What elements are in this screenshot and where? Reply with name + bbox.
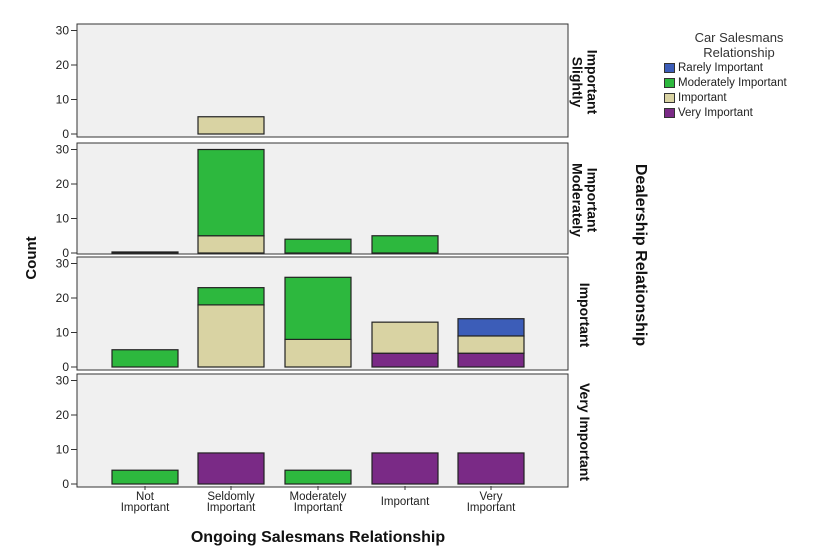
bar-panel-1-cat-2-moderately-important: [284, 238, 352, 254]
x-tick-label-3-line-0: Important: [381, 496, 430, 508]
x-tick-label-1-line-1: Important: [207, 502, 256, 514]
panel-0-label-line-0: Slightly: [570, 57, 586, 108]
x-tick-label-1-line-0: Seldomly: [207, 491, 255, 503]
bar-panel-2-cat-0-moderately-important: [111, 349, 179, 368]
legend-swatch-important: [664, 92, 675, 103]
bar-panel-2-cat-4-rarely-important: [457, 318, 525, 337]
x-tick-label-4-line-1: Important: [467, 502, 516, 514]
legend-swatch-very-important: [664, 107, 675, 118]
bar-panel-3-cat-3-very-important: [371, 452, 439, 485]
bar-panel-2-cat-1-important: [197, 304, 265, 368]
panel-0-ytick-label-10: 10: [56, 93, 70, 107]
bar-panel-3-cat-0-moderately-important: [111, 469, 179, 485]
bar-panel-2-cat-4-very-important: [457, 352, 525, 368]
x-tick-label-0-line-0: Not: [136, 491, 155, 503]
panel-2-ytick-label-0: 0: [62, 360, 69, 374]
bar-panel-1-cat-3-moderately-important: [371, 235, 439, 254]
legend-title-line-1: Car Salesmans: [694, 30, 784, 45]
bar-panel-2-cat-3-very-important: [371, 352, 439, 368]
panel-0-label-line-1: Important: [585, 50, 601, 115]
facet-axis-title: Dealership Relationship: [632, 164, 649, 346]
bar-panel-2-cat-1-moderately-important: [197, 287, 265, 306]
x-tick-label-2-line-0: Moderately: [290, 491, 347, 503]
panel-3-ytick-label-0: 0: [62, 477, 69, 491]
panel-2-label: Important: [577, 283, 593, 348]
bar-panel-2-cat-3-important: [371, 321, 439, 354]
legend-label-rarely-important: Rarely Important: [678, 61, 764, 74]
x-tick-label-4-line-0: Very: [479, 491, 502, 503]
panel-0-background: [76, 23, 569, 138]
panel-2-ytick-label-10: 10: [56, 326, 70, 340]
legend-title-line-2: Relationship: [703, 45, 775, 60]
panel-2-label-line-0: Important: [577, 283, 593, 348]
bar-panel-3-cat-1-very-important: [197, 452, 265, 485]
x-tick-label-2-line-1: Important: [294, 502, 343, 514]
panel-3-label-line-0: Very Important: [577, 383, 593, 481]
legend-items: Rarely Important Moderately Important Impo…: [664, 60, 824, 120]
panel-3-label: Very Important: [577, 383, 593, 481]
panel-2-ytick-label-20: 20: [56, 291, 70, 305]
legend-item-very-important: Very Important: [664, 105, 824, 120]
panel-2-ytick-label-30: 30: [56, 257, 70, 271]
legend-label-moderately-important: Moderately Important: [678, 76, 787, 89]
bar-panel-3-cat-2-moderately-important: [284, 469, 352, 485]
legend-item-rarely-important: Rarely Important: [664, 60, 824, 75]
legend-swatch-moderately-important: [664, 77, 675, 88]
panel-3-ytick-label-20: 20: [56, 408, 70, 422]
legend-swatch-rarely-important: [664, 62, 675, 73]
panel-1-ytick-label-20: 20: [56, 177, 70, 191]
bar-panel-3-cat-4-very-important: [457, 452, 525, 485]
panel-1-ytick-label-0: 0: [62, 246, 69, 260]
legend-label-important: Important: [678, 91, 727, 104]
bar-panel-1-cat-1-important: [197, 235, 265, 254]
panel-0-ytick-label-30: 30: [56, 24, 70, 38]
panel-0-ytick-label-0: 0: [62, 127, 69, 141]
bar-panel-1-cat-1-moderately-important: [197, 148, 265, 237]
legend-item-moderately-important: Moderately Important: [664, 75, 824, 90]
panel-3-ytick-label-10: 10: [56, 443, 70, 457]
panel-1-label-line-1: Important: [585, 168, 601, 233]
legend: Car Salesmans Relationship Rarely Import…: [664, 30, 824, 120]
bar-panel-1-cat-0-moderately-important: [111, 251, 179, 254]
bar-panel-2-cat-2-moderately-important: [284, 276, 352, 340]
panel-3-ytick-label-30: 30: [56, 374, 70, 388]
bar-panel-2-cat-2-important: [284, 338, 352, 368]
x-tick-label-0-line-1: Important: [121, 502, 170, 514]
y-axis-title: Count: [23, 236, 40, 279]
x-axis-title: Ongoing Salesmans Relationship: [191, 529, 445, 546]
legend-label-very-important: Very Important: [678, 106, 753, 119]
legend-item-important: Important: [664, 90, 824, 105]
panel-0-label: Slightly Important: [570, 50, 601, 115]
panel-1-label: Moderately Important: [570, 163, 601, 237]
panel-1-label-line-0: Moderately: [570, 163, 586, 237]
panel-1-ytick-label-10: 10: [56, 212, 70, 226]
panel-1-background: [76, 142, 569, 255]
panel-0-ytick-label-20: 20: [56, 58, 70, 72]
bar-panel-0-cat-1-important: [197, 116, 265, 135]
panel-1-ytick-label-30: 30: [56, 143, 70, 157]
bar-panel-2-cat-4-important: [457, 335, 525, 354]
